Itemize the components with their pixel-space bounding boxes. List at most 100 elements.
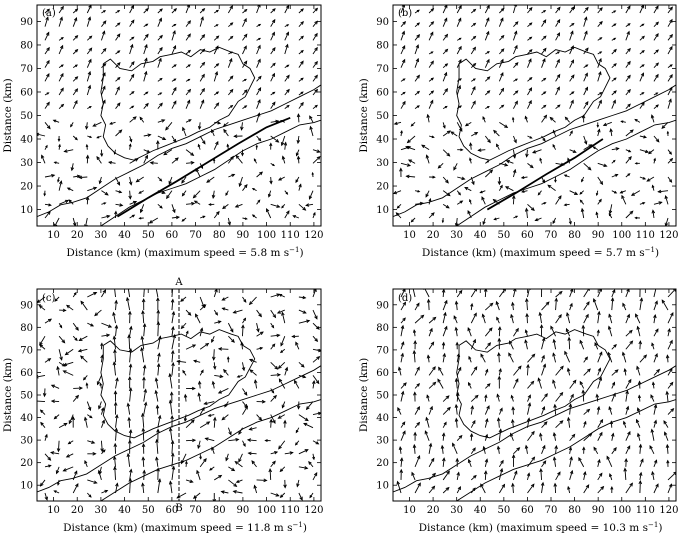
wind-vector	[242, 217, 248, 220]
wind-vector	[442, 33, 449, 41]
wind-vector	[171, 325, 175, 337]
wind-vector	[452, 442, 458, 454]
wind-vector	[168, 399, 173, 415]
wind-vector	[140, 346, 145, 363]
wind-vector	[115, 129, 123, 137]
wind-vector	[650, 394, 655, 402]
wind-vector	[242, 440, 246, 447]
wind-vector	[470, 46, 476, 55]
wind-vector	[113, 401, 118, 415]
wind-vector	[651, 342, 655, 350]
wind-vector	[168, 176, 173, 185]
wind-vector	[141, 310, 145, 324]
wind-vector	[156, 467, 160, 480]
wind-vector	[625, 340, 634, 350]
wind-vector	[232, 309, 243, 314]
wind-vector	[653, 201, 663, 205]
wind-vector	[583, 86, 588, 96]
wind-vector	[565, 327, 571, 337]
wind-vector	[428, 381, 437, 389]
x-tick-label: 100	[257, 505, 276, 516]
wind-vector	[303, 422, 314, 429]
wind-vector	[667, 18, 673, 27]
wind-vector	[413, 391, 417, 402]
wind-vector	[512, 470, 518, 481]
wind-vector	[625, 103, 631, 109]
x-tick-label: 10	[47, 230, 60, 241]
wind-vector	[398, 446, 403, 454]
wind-vector	[199, 34, 206, 41]
coastline-north	[393, 365, 676, 493]
y-tick-label: 10	[376, 205, 389, 216]
wind-vector	[115, 62, 121, 68]
wind-vector	[442, 486, 450, 494]
wind-vector	[532, 149, 542, 154]
wind-vector	[484, 342, 492, 350]
wind-vector	[298, 295, 307, 300]
wind-vector	[541, 363, 547, 376]
wind-vector	[171, 361, 175, 376]
wind-vector	[498, 87, 505, 96]
wind-vector	[270, 18, 276, 27]
wind-vector	[181, 217, 187, 222]
wind-vector	[298, 60, 304, 68]
wind-vector	[49, 451, 60, 455]
wind-vector	[115, 33, 121, 41]
x-tick-label: 40	[118, 505, 131, 516]
wind-vector	[569, 433, 576, 442]
wind-vector	[524, 329, 528, 337]
wind-vector	[511, 454, 516, 467]
wind-vector	[653, 313, 657, 324]
wind-vector	[312, 356, 321, 363]
wind-vector	[44, 8, 51, 14]
wind-vector	[625, 378, 632, 389]
wind-vector	[72, 482, 79, 494]
wind-vector	[583, 6, 589, 14]
wind-vector	[578, 456, 585, 468]
wind-vector	[623, 368, 627, 376]
wind-vector	[442, 190, 451, 197]
wind-vector	[312, 335, 319, 343]
wind-vector	[425, 416, 430, 428]
wind-vector	[499, 289, 507, 298]
wind-vector	[225, 190, 229, 197]
wind-vector	[425, 190, 430, 198]
wind-vector	[567, 485, 571, 494]
wind-vector	[667, 381, 674, 389]
wind-vector	[101, 202, 107, 205]
wind-vector	[484, 17, 490, 27]
wind-vector	[456, 289, 463, 298]
wind-vector	[192, 492, 201, 499]
wind-vector	[72, 76, 79, 82]
wind-vector	[281, 401, 286, 409]
wind-vector	[284, 451, 294, 455]
wind-vector	[148, 217, 159, 224]
wind-vector	[278, 294, 285, 298]
wind-vector	[665, 354, 670, 363]
wind-vector	[112, 361, 117, 376]
wind-vector	[59, 308, 67, 312]
wind-vector	[217, 347, 229, 351]
wind-vector	[442, 105, 448, 110]
wind-vector	[569, 302, 573, 311]
wind-vector	[270, 451, 279, 455]
wind-vector	[484, 135, 491, 144]
wind-vector	[569, 289, 574, 298]
wind-vector	[296, 155, 301, 164]
wind-vector	[597, 128, 601, 137]
wind-vector	[400, 100, 406, 109]
wind-vector	[555, 314, 562, 324]
wind-vector	[270, 373, 282, 377]
wind-vector	[208, 203, 215, 206]
wind-vector	[414, 201, 424, 206]
wind-vector	[213, 35, 220, 41]
y-axis-title: Distance (km)	[2, 78, 14, 152]
wind-vector	[426, 113, 430, 123]
wind-vector	[597, 70, 602, 82]
wind-vector	[312, 440, 320, 445]
wind-vector	[426, 298, 431, 311]
wind-vector	[555, 391, 564, 402]
wind-vector	[527, 203, 535, 212]
wind-vector	[211, 190, 216, 200]
wind-vector	[470, 338, 476, 350]
